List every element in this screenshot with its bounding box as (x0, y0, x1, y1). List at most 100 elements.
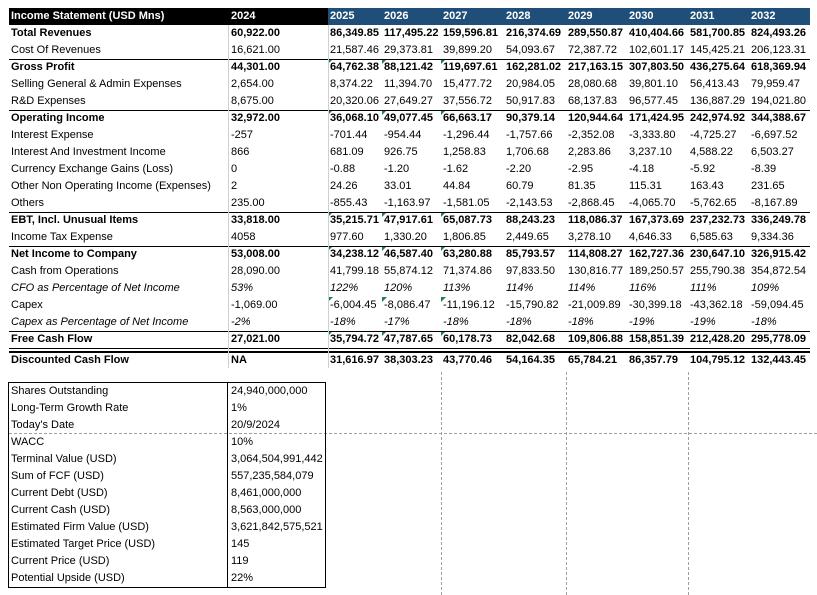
value-cell-2024[interactable]: 44,301.00 (231, 61, 280, 73)
header-year-cell[interactable]: 2031 (688, 8, 749, 25)
value-cell[interactable]: 8,374.22 (330, 78, 373, 90)
summary-value-cell[interactable]: 8,563,000,000 (231, 504, 302, 516)
value-cell[interactable]: 824,493.26 (751, 27, 807, 39)
value-cell[interactable]: -2.20 (506, 163, 532, 175)
value-cell[interactable]: 216,374.69 (506, 27, 562, 39)
value-cell[interactable]: -43,362.18 (690, 299, 743, 311)
value-cell[interactable]: 60.79 (506, 180, 534, 192)
summary-value-cell[interactable]: 8,461,000,000 (231, 487, 302, 499)
row-label-cell[interactable]: Interest And Investment Income (11, 146, 166, 158)
value-cell[interactable]: -1,581.05 (443, 197, 490, 209)
value-cell[interactable]: 307,803.50 (629, 61, 685, 73)
value-cell[interactable]: 37,556.72 (443, 95, 492, 107)
value-cell[interactable]: 9,334.36 (751, 231, 794, 243)
value-cell[interactable]: -30,399.18 (629, 299, 682, 311)
row-label-cell[interactable]: Operating Income (11, 112, 105, 124)
value-cell[interactable]: -8,086.47 (382, 297, 431, 311)
value-cell[interactable]: 65,784.21 (568, 354, 617, 366)
value-cell[interactable]: 49,077.45 (382, 110, 433, 124)
value-cell[interactable]: 217,163.15 (568, 61, 624, 73)
value-cell[interactable]: -21,009.89 (568, 299, 621, 311)
value-cell-2024[interactable]: 866 (231, 146, 250, 158)
value-cell[interactable]: 6,585.63 (690, 231, 733, 243)
value-cell[interactable]: 132,443.45 (751, 354, 807, 366)
value-cell[interactable]: 71,374.86 (443, 265, 492, 277)
value-cell[interactable]: -0.88 (330, 163, 356, 175)
value-cell[interactable]: 56,413.43 (690, 78, 739, 90)
value-cell[interactable]: -15,790.82 (506, 299, 559, 311)
value-cell-2024[interactable]: 27,021.00 (231, 333, 280, 345)
value-cell[interactable]: 116% (629, 282, 657, 294)
value-cell[interactable]: 114% (568, 282, 596, 294)
value-cell[interactable]: -2,143.53 (506, 197, 553, 209)
value-cell[interactable]: 6,503.27 (751, 146, 794, 158)
value-cell[interactable]: 28,080.68 (568, 78, 617, 90)
value-cell[interactable]: 11,394.70 (384, 78, 433, 90)
value-cell[interactable]: 68,137.83 (568, 95, 617, 107)
value-cell[interactable]: -1.20 (384, 163, 410, 175)
summary-value-cell[interactable]: 10% (231, 436, 254, 448)
summary-label-cell[interactable]: Estimated Firm Value (USD) (11, 521, 149, 533)
row-label-cell[interactable]: Selling General & Admin Expenses (11, 78, 182, 90)
value-cell[interactable]: 111% (690, 282, 717, 294)
row-label-cell[interactable]: Discounted Cash Flow (11, 354, 129, 366)
value-cell[interactable]: 39,801.10 (629, 78, 678, 90)
value-cell[interactable]: 1,330.20 (384, 231, 427, 243)
value-cell[interactable]: 113% (443, 282, 471, 294)
value-cell[interactable]: 171,424.95 (629, 112, 685, 124)
row-label-cell[interactable]: Cost Of Revenues (11, 44, 101, 56)
value-cell[interactable]: 326,915.42 (751, 248, 807, 260)
value-cell[interactable]: 55,874.12 (384, 265, 433, 277)
value-cell[interactable]: 54,164.35 (506, 354, 555, 366)
value-cell[interactable]: 96,577.45 (629, 95, 678, 107)
value-cell[interactable]: -11,196.12 (441, 297, 495, 311)
summary-value-cell[interactable]: 1% (231, 402, 247, 414)
value-cell[interactable]: -18% (568, 316, 594, 328)
value-cell[interactable]: 120% (384, 282, 413, 294)
value-cell[interactable]: 130,816.77 (568, 265, 624, 277)
value-cell[interactable]: -18% (330, 316, 356, 328)
value-cell-2024[interactable]: 16,621.00 (231, 44, 280, 56)
row-label-cell[interactable]: Income Tax Expense (11, 231, 113, 243)
value-cell[interactable]: 117,495.22 (384, 27, 439, 39)
value-cell[interactable]: 436,275.64 (690, 61, 746, 73)
value-cell[interactable]: 54,093.67 (506, 44, 555, 56)
value-cell[interactable]: 24.26 (330, 180, 358, 192)
value-cell-2024[interactable]: 0 (231, 163, 238, 175)
value-cell[interactable]: -18% (506, 316, 532, 328)
value-cell[interactable]: 145,425.21 (690, 44, 746, 56)
row-label-cell[interactable]: R&D Expenses (11, 95, 86, 107)
row-label-cell[interactable]: Free Cash Flow (11, 333, 93, 345)
value-cell[interactable]: -4,725.27 (690, 129, 737, 141)
value-cell[interactable]: 20,320.06 (330, 95, 379, 107)
row-label-cell[interactable]: Total Revenues (11, 27, 92, 39)
row-label-cell[interactable]: Interest Expense (11, 129, 94, 141)
value-cell[interactable]: 88,243.23 (506, 214, 555, 226)
value-cell-2024[interactable]: NA (231, 354, 247, 366)
value-cell[interactable]: -855.43 (330, 197, 368, 209)
value-cell-2024[interactable]: 8,675.00 (231, 95, 274, 107)
summary-value-cell[interactable]: 3,064,504,991,442 (231, 453, 323, 465)
value-cell-2024[interactable]: 32,972.00 (231, 112, 280, 124)
value-cell[interactable]: 163.43 (690, 180, 724, 192)
value-cell[interactable]: -3,333.80 (629, 129, 676, 141)
row-label-cell[interactable]: Other Non Operating Income (Expenses) (11, 180, 211, 192)
value-cell[interactable]: 242,974.92 (690, 112, 746, 124)
value-cell[interactable]: 115.31 (629, 180, 662, 192)
value-cell[interactable]: -2.95 (568, 163, 594, 175)
value-cell[interactable]: 212,428.20 (690, 333, 746, 345)
header-year-cell[interactable]: 2028 (504, 8, 566, 25)
value-cell[interactable]: -6,697.52 (751, 129, 798, 141)
value-cell[interactable]: 31,616.97 (330, 354, 379, 366)
value-cell[interactable]: 97,833.50 (506, 265, 555, 277)
value-cell[interactable]: 20,984.05 (506, 78, 555, 90)
row-label-cell[interactable]: EBT, Incl. Unusual Items (11, 214, 139, 226)
value-cell[interactable]: 194,021.80 (751, 95, 807, 107)
value-cell[interactable]: -59,094.45 (751, 299, 804, 311)
value-cell[interactable]: 618,369.94 (751, 61, 807, 73)
value-cell[interactable]: 65,087.73 (441, 212, 492, 226)
value-cell[interactable]: -1.62 (443, 163, 469, 175)
value-cell[interactable]: 90,379.14 (506, 112, 555, 124)
value-cell[interactable]: 4,588.22 (690, 146, 733, 158)
value-cell[interactable]: 4,646.33 (629, 231, 672, 243)
